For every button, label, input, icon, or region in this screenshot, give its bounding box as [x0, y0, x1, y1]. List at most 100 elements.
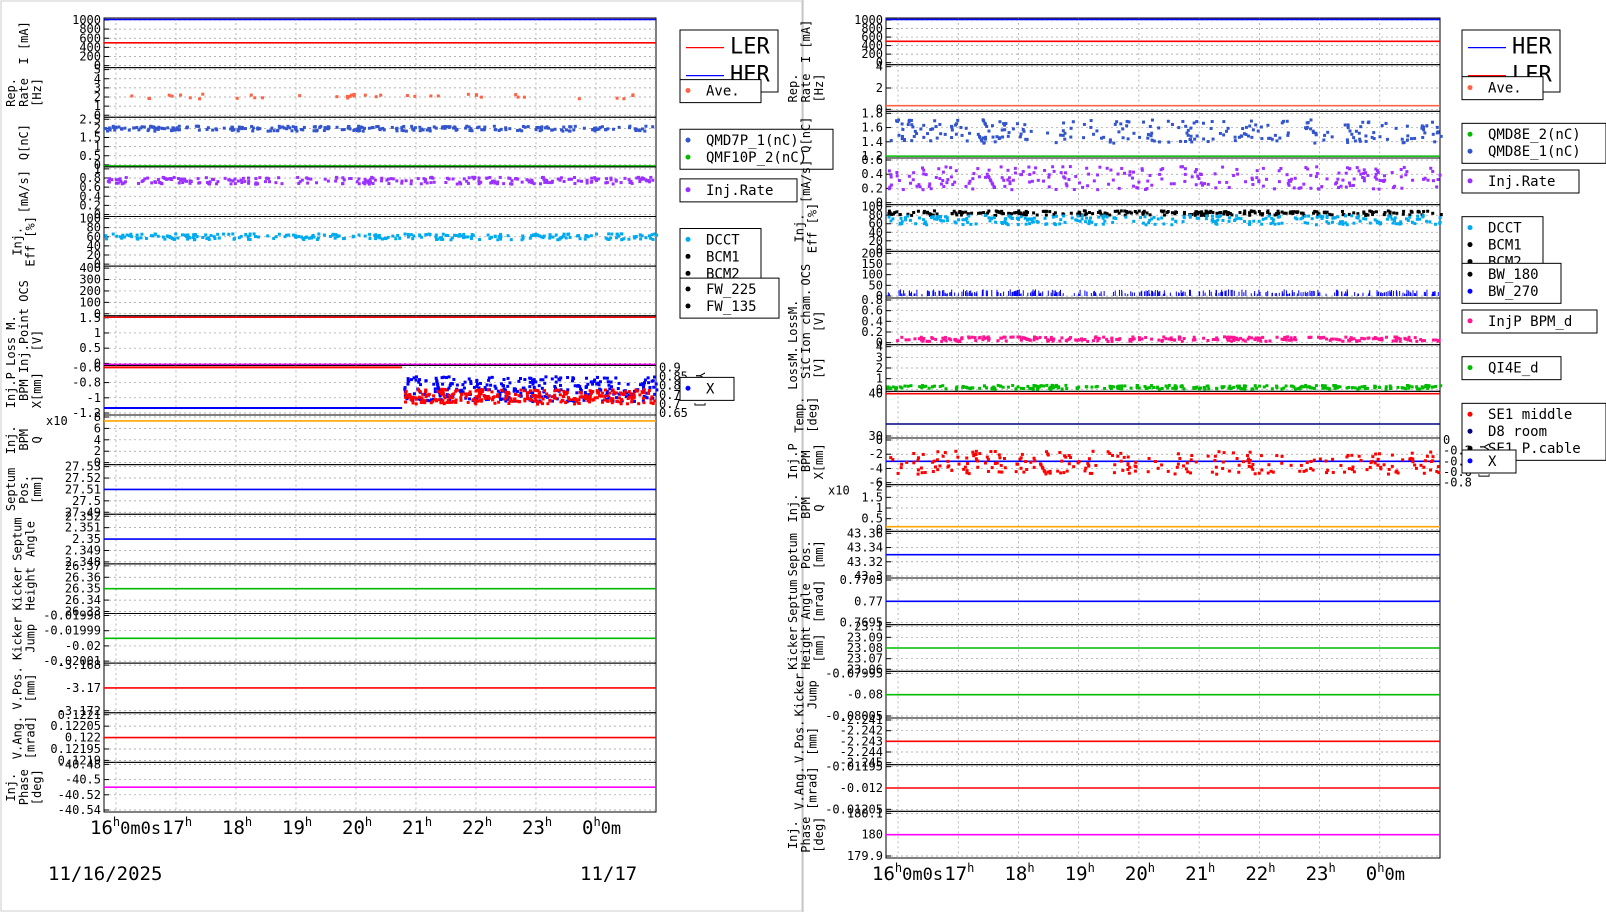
- series-point: [424, 390, 427, 393]
- series-point: [446, 234, 449, 237]
- series-point: [1312, 131, 1315, 134]
- series-point: [1100, 137, 1103, 140]
- series-point: [247, 180, 250, 183]
- series-point: [641, 234, 644, 237]
- series-point: [1399, 220, 1402, 223]
- series-point: [904, 338, 907, 341]
- series-point: [571, 376, 574, 379]
- series-point: [1186, 461, 1189, 464]
- series-point: [1171, 123, 1174, 126]
- series-point: [1020, 387, 1023, 390]
- series-point: [1106, 167, 1109, 170]
- x-tick-unit: h: [545, 815, 552, 829]
- series-point: [1323, 134, 1326, 137]
- series-point: [984, 214, 987, 217]
- series-point: [1213, 459, 1216, 462]
- series-point: [938, 177, 941, 180]
- series-point: [493, 402, 496, 405]
- series-point: [251, 129, 254, 132]
- series-point: [978, 452, 981, 455]
- series-point: [1426, 210, 1429, 213]
- series-point: [1052, 386, 1055, 389]
- series-point: [1112, 179, 1115, 182]
- series-point: [538, 126, 541, 129]
- series-point: [496, 395, 499, 398]
- series-point: [1248, 336, 1251, 339]
- series-point: [334, 180, 337, 183]
- y-axis-label: Phase: [17, 769, 31, 805]
- series-point: [946, 465, 949, 468]
- legend-swatch: [1468, 132, 1473, 137]
- series-point: [1233, 337, 1236, 340]
- series-point: [500, 389, 503, 392]
- legend-label: FW_135: [706, 299, 757, 315]
- y-tick-label: -2: [869, 447, 883, 461]
- series-point: [323, 234, 326, 237]
- series-point: [1333, 216, 1336, 219]
- series-point: [528, 385, 531, 388]
- series-point: [910, 214, 913, 217]
- series-point: [638, 178, 641, 181]
- series-point: [1435, 185, 1438, 188]
- series-point: [559, 384, 562, 387]
- series-point: [1240, 134, 1243, 137]
- series-point: [358, 129, 361, 132]
- series-point: [407, 235, 410, 238]
- series-point: [1118, 187, 1121, 190]
- series-point: [516, 129, 519, 132]
- series-point: [1329, 339, 1332, 342]
- series-point: [1372, 187, 1375, 190]
- series-point: [1033, 466, 1036, 469]
- series-point: [197, 182, 200, 185]
- series-point: [607, 384, 610, 387]
- x-tick-label: 16h0m0s: [872, 861, 943, 885]
- series-point: [1030, 217, 1033, 220]
- series-point: [917, 468, 920, 471]
- series-point: [1218, 215, 1221, 218]
- y-tick-label: -0.07995: [825, 666, 883, 680]
- series-point: [956, 456, 959, 459]
- series-point: [1319, 457, 1322, 460]
- series-point: [224, 177, 227, 180]
- series-point: [1052, 338, 1055, 341]
- series-point: [496, 182, 499, 185]
- series-point: [387, 178, 390, 181]
- series-point: [1278, 180, 1281, 183]
- series-point: [1132, 185, 1135, 188]
- series-point: [1059, 218, 1062, 221]
- series-point: [1199, 172, 1202, 175]
- series-point: [1386, 218, 1389, 221]
- series-point: [1257, 180, 1260, 183]
- series-point: [209, 180, 212, 183]
- chart-row: 0-2-4-60-0.2-0.4-0.6-0.8Y[mm]Inj.PBPMX[m…: [786, 433, 1516, 490]
- series-point: [1346, 138, 1349, 141]
- series-point: [1378, 188, 1381, 191]
- series-point: [407, 379, 410, 382]
- series-point: [1114, 217, 1117, 220]
- series-point: [467, 93, 470, 96]
- legend-swatch: [1468, 242, 1473, 247]
- series-point: [506, 385, 509, 388]
- series-point: [1048, 387, 1051, 390]
- series-point: [1215, 336, 1218, 339]
- series-point: [444, 181, 447, 184]
- series-point: [547, 395, 550, 398]
- legend-swatch: [686, 138, 691, 143]
- series-point: [1214, 186, 1217, 189]
- series-point: [1211, 471, 1214, 474]
- series-point: [1003, 457, 1006, 460]
- y-axis-label: I [mA]: [17, 21, 31, 64]
- series-point: [1193, 122, 1196, 125]
- series-point: [233, 238, 236, 241]
- series-point: [985, 386, 988, 389]
- series-point: [1230, 340, 1233, 343]
- series-point: [290, 129, 293, 132]
- series-point: [583, 127, 586, 130]
- series-point: [931, 127, 934, 130]
- series-point: [1359, 140, 1362, 143]
